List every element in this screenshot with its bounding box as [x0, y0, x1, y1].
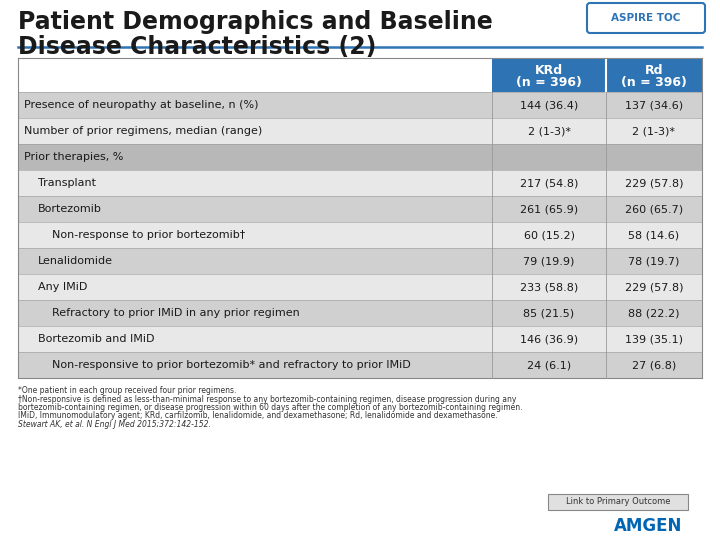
Text: IMiD, Immunomodulatory agent; KRd, carfilzomib, lenalidomide, and dexamethasone;: IMiD, Immunomodulatory agent; KRd, carfi… [18, 411, 498, 421]
Text: 24 (6.1): 24 (6.1) [527, 360, 571, 370]
Text: 85 (21.5): 85 (21.5) [523, 308, 575, 318]
Text: Any IMiD: Any IMiD [38, 282, 87, 292]
Text: Non-response to prior bortezomib†: Non-response to prior bortezomib† [52, 230, 246, 240]
Text: bortezomib-containing regimen, or disease progression within 60 days after the c: bortezomib-containing regimen, or diseas… [18, 403, 523, 412]
Bar [18, 92, 702, 118]
Text: 79 (19.9): 79 (19.9) [523, 256, 575, 266]
Text: Disease Characteristics (2): Disease Characteristics (2) [18, 35, 377, 59]
Bar [18, 196, 702, 222]
Text: (n = 396): (n = 396) [621, 76, 687, 89]
Bar [18, 352, 702, 378]
Text: Rd: Rd [644, 64, 663, 77]
Text: 78 (19.7): 78 (19.7) [629, 256, 680, 266]
Text: Bortezomib: Bortezomib [38, 204, 102, 214]
Text: Stewart AK, et al. N Engl J Med 2015;372:142-152.: Stewart AK, et al. N Engl J Med 2015;372… [18, 420, 211, 429]
Text: 88 (22.2): 88 (22.2) [629, 308, 680, 318]
Text: 58 (14.6): 58 (14.6) [629, 230, 680, 240]
Bar [18, 118, 702, 144]
Text: 217 (54.8): 217 (54.8) [520, 178, 578, 188]
FancyBboxPatch shape [587, 3, 705, 33]
Text: *One patient in each group received four prior regimens.: *One patient in each group received four… [18, 386, 236, 395]
Text: Refractory to prior IMiD in any prior regimen: Refractory to prior IMiD in any prior re… [52, 308, 300, 318]
Text: Transplant: Transplant [38, 178, 96, 188]
Bar [18, 144, 702, 170]
Text: Bortezomib and IMiD: Bortezomib and IMiD [38, 334, 155, 344]
Bar [18, 222, 702, 248]
Bar [18, 274, 702, 300]
Text: Non-responsive to prior bortezomib* and refractory to prior IMiD: Non-responsive to prior bortezomib* and … [52, 360, 410, 370]
Text: 2 (1-3)*: 2 (1-3)* [632, 126, 675, 136]
Bar [18, 170, 702, 196]
Text: Prior therapies, %: Prior therapies, % [24, 152, 123, 162]
Text: KRd: KRd [535, 64, 563, 77]
Text: 27 (6.8): 27 (6.8) [632, 360, 676, 370]
Text: 144 (36.4): 144 (36.4) [520, 100, 578, 110]
Text: 137 (34.6): 137 (34.6) [625, 100, 683, 110]
Text: Patient Demographics and Baseline: Patient Demographics and Baseline [18, 10, 492, 34]
Text: 260 (65.7): 260 (65.7) [625, 204, 683, 214]
Text: 146 (36.9): 146 (36.9) [520, 334, 578, 344]
Text: 2 (1-3)*: 2 (1-3)* [528, 126, 570, 136]
Text: 233 (58.8): 233 (58.8) [520, 282, 578, 292]
Text: AMGEN: AMGEN [614, 517, 682, 535]
Text: Link to Primary Outcome: Link to Primary Outcome [566, 497, 670, 507]
Bar [18, 326, 702, 352]
Text: †Non-responsive is defined as less-than-minimal response to any bortezomib-conta: †Non-responsive is defined as less-than-… [18, 395, 516, 403]
Bar [548, 494, 688, 510]
Text: Number of prior regimens, median (range): Number of prior regimens, median (range) [24, 126, 262, 136]
Text: 139 (35.1): 139 (35.1) [625, 334, 683, 344]
Bar [492, 58, 606, 92]
Text: 229 (57.8): 229 (57.8) [625, 178, 683, 188]
Text: (n = 396): (n = 396) [516, 76, 582, 89]
Text: Lenalidomide: Lenalidomide [38, 256, 113, 266]
Text: 229 (57.8): 229 (57.8) [625, 282, 683, 292]
Text: 60 (15.2): 60 (15.2) [523, 230, 575, 240]
Bar [18, 248, 702, 274]
Text: 261 (65.9): 261 (65.9) [520, 204, 578, 214]
Text: ASPIRE TOC: ASPIRE TOC [611, 13, 680, 23]
Bar [606, 58, 702, 92]
Bar [18, 300, 702, 326]
Text: Presence of neuropathy at baseline, n (%): Presence of neuropathy at baseline, n (%… [24, 100, 258, 110]
